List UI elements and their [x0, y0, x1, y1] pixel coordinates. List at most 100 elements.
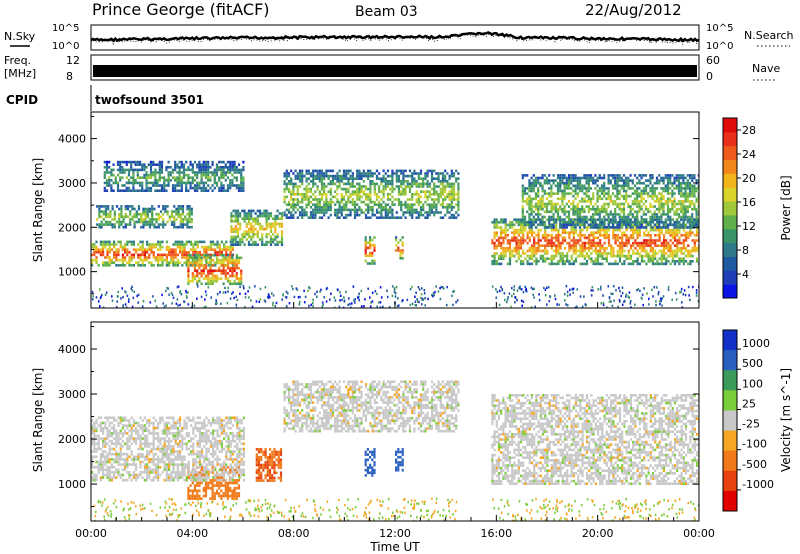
heatmap-cell: [616, 254, 619, 258]
heatmap-cell: [592, 249, 595, 253]
heatmap-cell: [207, 261, 210, 264]
heatmap-cell: [574, 247, 578, 250]
heatmap-cell: [364, 216, 368, 219]
heatmap-cell: [362, 190, 365, 193]
heatmap-cell: [371, 211, 374, 214]
heatmap-cell: [218, 261, 221, 265]
heatmap-cell: [539, 181, 542, 185]
heatmap-cell: [684, 192, 687, 195]
heatmap-cell: [677, 215, 681, 219]
heatmap-cell: [446, 211, 449, 214]
heatmap-cell: [179, 223, 182, 226]
heatmap-cell: [220, 171, 223, 174]
heatmap-cell: [175, 210, 178, 213]
heatmap-cell: [660, 200, 663, 203]
heatmap-cell: [643, 260, 646, 263]
heatmap-cell: [677, 213, 681, 216]
heatmap-cell: [102, 240, 105, 244]
heatmap-cell: [671, 260, 674, 263]
heatmap-cell: [638, 202, 641, 206]
heatmap-cell: [523, 174, 527, 177]
heatmap-cell: [642, 181, 645, 185]
heatmap-cell: [441, 187, 445, 191]
heatmap-cell: [237, 256, 241, 260]
heatmap-cell: [671, 218, 674, 221]
heatmap-cell: [614, 228, 617, 232]
heatmap-cell: [660, 194, 663, 198]
heatmap-cell: [200, 171, 203, 174]
heatmap-cell: [618, 249, 622, 253]
heatmap-cell: [634, 247, 637, 250]
heatmap-cell: [508, 244, 512, 247]
heatmap-cell: [682, 223, 685, 227]
heatmap-cell: [307, 177, 310, 180]
heatmap-cell: [521, 200, 524, 203]
heatmap-cell: [417, 195, 420, 199]
heatmap-cell: [603, 184, 606, 188]
heatmap-cell: [693, 184, 696, 188]
heatmap-cell: [513, 249, 516, 253]
heatmap-cell: [312, 203, 315, 206]
heatmap-cell: [204, 163, 208, 166]
heatmap-cell: [382, 206, 385, 209]
heatmap-cell: [314, 211, 317, 214]
heatmap-cell: [543, 181, 546, 185]
heatmap-cell: [585, 179, 588, 182]
heatmap-cell: [108, 258, 111, 262]
heatmap-cell: [603, 236, 606, 240]
heatmap-cell: [533, 296, 535, 299]
heatmap-cell: [599, 247, 602, 250]
heatmap-cell: [399, 251, 402, 255]
heatmap-cell: [378, 190, 381, 193]
heatmap-cell: [290, 193, 293, 196]
heatmap-cell: [422, 213, 425, 217]
heatmap-cell: [395, 216, 398, 219]
heatmap-cell: [193, 269, 197, 273]
heatmap-cell: [231, 269, 234, 273]
heatmap-cell: [581, 189, 584, 193]
heatmap-cell: [229, 248, 232, 251]
heatmap-cell: [585, 260, 589, 263]
heatmap-cell: [360, 174, 363, 178]
heatmap-cell: [681, 301, 683, 304]
heatmap-cell: [378, 185, 381, 188]
heatmap-cell: [555, 249, 558, 253]
heatmap-cell: [565, 226, 568, 229]
heatmap-cell: [181, 218, 185, 221]
heatmap-cell: [450, 193, 453, 196]
heatmap-cell: [622, 189, 626, 193]
heatmap-cell: [380, 211, 383, 214]
heatmap-cell: [428, 195, 431, 199]
heatmap-cell: [627, 215, 630, 219]
heatmap-cell: [682, 247, 685, 250]
heatmap-cell: [236, 235, 240, 239]
heatmap-cell: [178, 189, 181, 192]
heatmap-cell: [395, 236, 398, 239]
heatmap-cell: [231, 163, 234, 166]
heatmap-cell: [574, 257, 578, 260]
heatmap-cell: [136, 176, 139, 179]
heatmap-cell: [104, 205, 108, 208]
heatmap-cell: [441, 216, 445, 219]
heatmap-cell: [305, 193, 308, 196]
heatmap-cell: [319, 290, 321, 293]
heatmap-cell: [240, 282, 243, 286]
heatmap-cell: [218, 245, 221, 249]
heatmap-cell: [162, 225, 165, 229]
heatmap-cell: [610, 300, 612, 303]
heatmap-cell: [600, 302, 603, 305]
heatmap-cell: [118, 207, 121, 211]
heatmap-cell: [170, 256, 173, 259]
heatmap-cell: [623, 254, 626, 258]
heatmap-cell: [565, 223, 568, 227]
heatmap-cell: [103, 173, 106, 177]
heatmap-cell: [135, 251, 138, 254]
heatmap-cell: [605, 228, 608, 232]
heatmap-cell: [178, 173, 181, 177]
heatmap-cell: [506, 228, 509, 232]
heatmap-cell: [653, 286, 656, 289]
heatmap-cell: [680, 218, 683, 221]
heatmap-cell: [559, 252, 562, 255]
heatmap-cell: [143, 163, 146, 166]
